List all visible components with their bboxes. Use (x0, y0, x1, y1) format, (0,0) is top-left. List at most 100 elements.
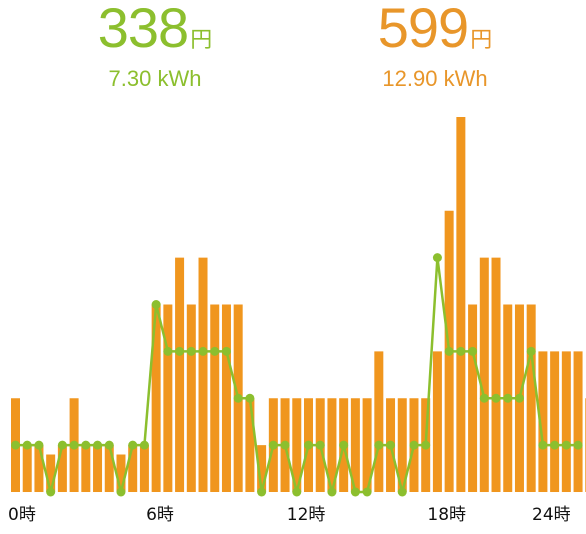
x-tick-label: 6時 (146, 505, 174, 525)
usage-point (139, 440, 149, 450)
orange-summary: 599円 12.90 kWh (340, 0, 530, 100)
x-tick-label: 12時 (287, 505, 326, 525)
usage-point (257, 487, 267, 497)
usage-bar (456, 117, 466, 492)
usage-point (22, 440, 32, 450)
usage-point (315, 440, 325, 450)
usage-bar (81, 445, 91, 493)
orange-energy: 12.90 kWh (382, 66, 488, 91)
usage-bar (34, 445, 44, 493)
usage-point (397, 487, 407, 497)
usage-point (186, 346, 196, 356)
usage-bar (374, 351, 384, 493)
usage-bar (139, 445, 149, 493)
usage-bar (104, 445, 114, 493)
usage-point (444, 346, 454, 356)
usage-point (233, 393, 243, 403)
orange-amount-unit: 円 (470, 27, 493, 52)
usage-bar (257, 445, 267, 493)
usage-bar (561, 351, 571, 493)
usage-bar (573, 351, 583, 493)
x-tick-label: 0時 (8, 505, 36, 525)
green-energy: 7.30 kWh (108, 66, 202, 91)
usage-point (573, 440, 583, 450)
usage-point (46, 487, 56, 497)
usage-point (514, 393, 524, 403)
usage-point (210, 346, 220, 356)
usage-point (421, 440, 431, 450)
usage-point (479, 393, 489, 403)
green-amount-unit: 円 (190, 27, 213, 52)
usage-point (11, 440, 20, 450)
usage-bar (57, 445, 67, 493)
usage-bar (198, 257, 208, 493)
usage-point (561, 440, 571, 450)
usage-bar (221, 304, 231, 492)
usage-point (491, 393, 501, 403)
usage-bar (116, 454, 126, 492)
usage-bar (526, 304, 536, 492)
usage-bar (151, 304, 161, 492)
usage-bar (292, 398, 302, 492)
usage-point (198, 346, 208, 356)
usage-point (69, 440, 79, 450)
green-summary: 338円 7.30 kWh (60, 0, 250, 100)
usage-point (339, 440, 349, 450)
usage-bar (479, 257, 489, 493)
usage-bar (175, 257, 185, 493)
orange-amount: 599円 (340, 0, 530, 56)
usage-point (151, 300, 161, 309)
usage-bar (468, 304, 478, 492)
x-tick-label: 18時 (427, 505, 466, 525)
usage-point (128, 440, 138, 450)
usage-point (386, 440, 396, 450)
green-amount-value: 338 (97, 0, 189, 59)
usage-bar (327, 398, 337, 492)
usage-point (374, 440, 384, 450)
usage-point (93, 440, 103, 450)
usage-point (538, 440, 548, 450)
bar-series (11, 117, 586, 493)
usage-point (104, 440, 114, 450)
usage-point (163, 346, 173, 356)
usage-point (116, 487, 126, 497)
usage-point (57, 440, 67, 450)
usage-bar (186, 304, 196, 492)
usage-point (280, 440, 290, 450)
usage-bar (46, 454, 56, 492)
usage-bar (210, 304, 220, 492)
usage-point (81, 440, 91, 450)
usage-point (362, 487, 372, 497)
usage-bar (432, 351, 442, 493)
usage-bar (22, 445, 32, 493)
usage-bar (397, 398, 407, 492)
usage-point (468, 346, 478, 356)
usage-point (268, 440, 278, 450)
usage-point (526, 346, 536, 356)
usage-bar (362, 398, 372, 492)
x-tick-label: 24時 (532, 505, 571, 525)
usage-bar (128, 445, 138, 493)
usage-point (503, 393, 513, 403)
line-series (11, 253, 583, 497)
usage-point (550, 440, 560, 450)
orange-amount-value: 599 (377, 0, 469, 59)
usage-point (304, 440, 313, 450)
usage-point (350, 487, 360, 497)
usage-point (292, 487, 302, 497)
usage-bar (245, 398, 255, 492)
green-amount: 338円 (60, 0, 250, 56)
usage-point (327, 487, 337, 497)
usage-bar (163, 304, 173, 492)
usage-point (221, 346, 231, 356)
usage-bar (550, 351, 560, 493)
usage-point (432, 253, 442, 263)
x-axis-ticks: 0時 6時 12時 18時 24時 (8, 505, 571, 525)
usage-bar (350, 398, 360, 492)
usage-bar (491, 257, 501, 493)
usage-point (456, 346, 466, 356)
usage-point (409, 440, 419, 450)
usage-bar (93, 445, 103, 493)
usage-bar (538, 351, 548, 493)
